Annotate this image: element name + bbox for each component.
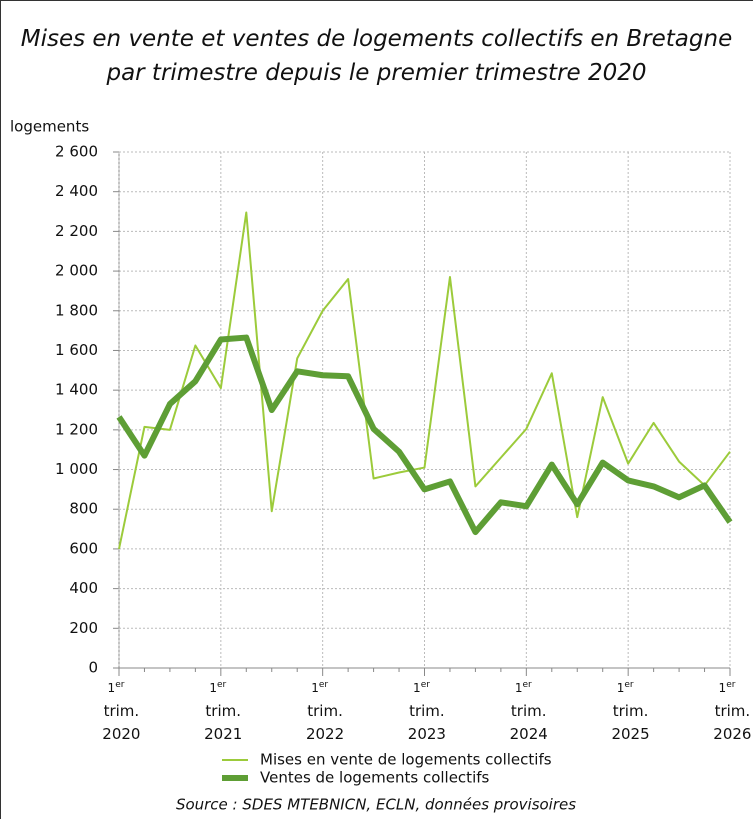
label-part: 1 bbox=[413, 681, 421, 695]
y-tick-label: 1 400 bbox=[55, 381, 98, 399]
y-tick-label: 2 400 bbox=[55, 182, 98, 200]
y-tick-label: 1 600 bbox=[55, 341, 98, 359]
label-part: er bbox=[726, 680, 736, 690]
x-tick-label: 1er trim. 2023 bbox=[403, 680, 446, 743]
label-part: trim. bbox=[506, 702, 546, 720]
label-part: trim. bbox=[404, 702, 444, 720]
label-part: 2021 bbox=[199, 725, 242, 743]
chart-title: Mises en vente et ventes de logements co… bbox=[20, 26, 733, 86]
legend-label: Mises en vente de logements collectifs bbox=[260, 751, 552, 769]
label-part: trim. bbox=[710, 702, 750, 720]
y-tick-label: 800 bbox=[69, 500, 98, 518]
label-part: 1 bbox=[209, 681, 217, 695]
label-part: 2024 bbox=[505, 725, 548, 743]
label-part: 1 bbox=[719, 681, 727, 695]
label-part: 2020 bbox=[98, 725, 141, 743]
x-tick-label: 1er trim. 2022 bbox=[301, 680, 344, 743]
y-tick-label: 2 600 bbox=[55, 143, 98, 161]
series-line bbox=[116, 334, 733, 536]
y-tick-label: 2 000 bbox=[55, 262, 98, 280]
label-part: trim. bbox=[608, 702, 648, 720]
y-tick-label: 600 bbox=[69, 539, 98, 557]
label-part: 1 bbox=[515, 681, 523, 695]
y-tick-label: 1 200 bbox=[55, 420, 98, 438]
y-tick-label: 1 000 bbox=[55, 460, 98, 478]
label-part: er bbox=[217, 680, 227, 690]
label-part: er bbox=[624, 680, 634, 690]
x-tick-label: 1er trim. 2026 bbox=[709, 680, 752, 743]
series-line bbox=[118, 211, 731, 550]
label-part: er bbox=[319, 680, 329, 690]
label-part: 1 bbox=[617, 681, 625, 695]
label-part: 2023 bbox=[403, 725, 446, 743]
label-part: 1 bbox=[311, 681, 319, 695]
label-part: 2026 bbox=[709, 725, 752, 743]
label-part: 2022 bbox=[301, 725, 344, 743]
label-part: 2025 bbox=[607, 725, 650, 743]
y-tick-label: 400 bbox=[69, 579, 98, 597]
title-box: Mises en vente et ventes de logements co… bbox=[20, 26, 733, 86]
x-tick-label: 1er trim. 2024 bbox=[505, 680, 548, 743]
source: Source : SDES MTEBNICN, ECLN, données pr… bbox=[176, 796, 576, 814]
label-part: er bbox=[523, 680, 533, 690]
x-tick-label: 1er trim. 2020 bbox=[98, 680, 141, 743]
y-tick-label: 1 800 bbox=[55, 301, 98, 319]
y-axis-label: logements bbox=[10, 118, 89, 136]
x-tick-label: 1er trim. 2021 bbox=[199, 680, 242, 743]
label-part: trim. bbox=[201, 702, 241, 720]
label-part: 1 bbox=[108, 681, 116, 695]
y-tick-label: 0 bbox=[88, 659, 98, 677]
label-part: er bbox=[421, 680, 431, 690]
label-part: trim. bbox=[99, 702, 139, 720]
y-tick-label: 200 bbox=[69, 619, 98, 637]
label-part: trim. bbox=[302, 702, 342, 720]
x-tick-label: 1er trim. 2025 bbox=[607, 680, 650, 743]
legend-label: Ventes de logements collectifs bbox=[260, 769, 490, 787]
label-part: er bbox=[115, 680, 125, 690]
y-tick-label: 2 200 bbox=[55, 222, 98, 240]
